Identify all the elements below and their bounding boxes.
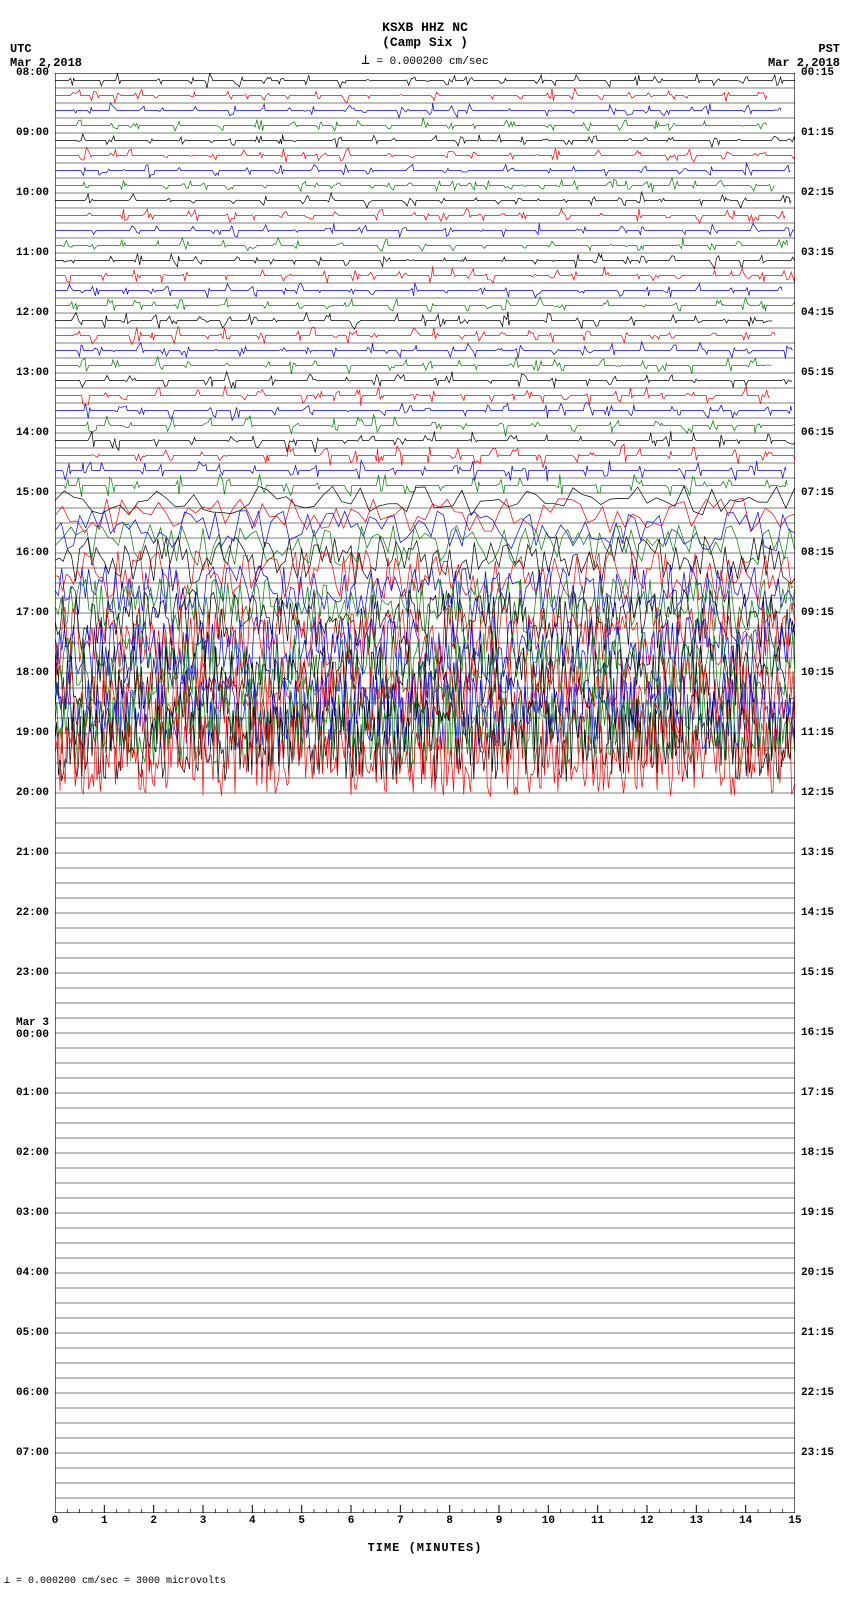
y-label-left: 18:00 [16,667,49,679]
x-tick-label: 4 [249,1515,256,1527]
x-tick-label: 3 [200,1515,207,1527]
y-label-right: 12:15 [801,787,834,799]
x-tick-label: 2 [150,1515,157,1527]
y-label-right: 13:15 [801,847,834,859]
y-label-left: Mar 300:00 [16,1017,49,1041]
y-label-right: 08:15 [801,547,834,559]
x-tick-label: 1 [101,1515,108,1527]
y-label-left: 11:00 [16,247,49,259]
y-label-left: 09:00 [16,127,49,139]
y-label-left: 04:00 [16,1267,49,1279]
x-axis-title: TIME (MINUTES) [0,1541,850,1555]
y-label-left: 22:00 [16,907,49,919]
x-tick-label: 6 [348,1515,355,1527]
y-label-left: 14:00 [16,427,49,439]
x-tick-label: 8 [446,1515,453,1527]
seismogram-plot: 08:0009:0010:0011:0012:0013:0014:0015:00… [55,73,795,1513]
y-label-right: 22:15 [801,1387,834,1399]
y-label-right: 19:15 [801,1207,834,1219]
y-label-left: 17:00 [16,607,49,619]
y-label-right: 11:15 [801,727,834,739]
scale-indicator: ⟂ = 0.000200 cm/sec [0,52,850,69]
y-label-left: 19:00 [16,727,49,739]
seismogram-svg [55,73,795,1513]
y-label-right: 05:15 [801,367,834,379]
y-label-left: 20:00 [16,787,49,799]
y-label-right: 17:15 [801,1087,834,1099]
y-label-left: 02:00 [16,1147,49,1159]
x-tick-label: 0 [52,1515,59,1527]
title-line-2: (Camp Six ) [0,35,850,50]
y-label-right: 15:15 [801,967,834,979]
y-label-right: 07:15 [801,487,834,499]
tz-right: PST Mar 2,2018 [768,42,840,70]
y-label-left: 07:00 [16,1447,49,1459]
y-label-left: 01:00 [16,1087,49,1099]
x-tick-label: 10 [542,1515,555,1527]
y-label-right: 01:15 [801,127,834,139]
y-label-left: 08:00 [16,67,49,79]
y-label-left: 10:00 [16,187,49,199]
y-label-left: 23:00 [16,967,49,979]
x-tick-label: 5 [298,1515,305,1527]
y-label-left: 03:00 [16,1207,49,1219]
y-label-right: 21:15 [801,1327,834,1339]
y-label-right: 03:15 [801,247,834,259]
x-tick-label: 13 [690,1515,703,1527]
x-tick-label: 12 [640,1515,653,1527]
y-label-left: 15:00 [16,487,49,499]
x-axis-labels: 0123456789101112131415 [55,1513,795,1541]
footer-scale: ⊥ = 0.000200 cm/sec = 3000 microvolts [0,1555,850,1595]
x-tick-label: 14 [739,1515,752,1527]
tz-left-label: UTC [10,42,82,56]
x-tick-label: 15 [788,1515,801,1527]
y-label-right: 02:15 [801,187,834,199]
tz-right-label: PST [768,42,840,56]
y-label-right: 06:15 [801,427,834,439]
y-label-right: 20:15 [801,1267,834,1279]
y-label-left: 05:00 [16,1327,49,1339]
y-label-right: 09:15 [801,607,834,619]
y-label-left: 06:00 [16,1387,49,1399]
y-label-left: 16:00 [16,547,49,559]
tz-left: UTC Mar 2,2018 [10,42,82,70]
x-tick-label: 11 [591,1515,604,1527]
scale-text: = 0.000200 cm/sec [376,56,488,68]
y-label-left: 21:00 [16,847,49,859]
y-label-right: 18:15 [801,1147,834,1159]
page: KSXB HHZ NC (Camp Six ) UTC Mar 2,2018 P… [0,0,850,1595]
title-line-1: KSXB HHZ NC [0,20,850,35]
y-label-right: 00:15 [801,67,834,79]
y-label-right: 23:15 [801,1447,834,1459]
x-tick-label: 7 [397,1515,404,1527]
y-label-right: 10:15 [801,667,834,679]
x-tick-label: 9 [496,1515,503,1527]
y-label-right: 04:15 [801,307,834,319]
y-label-left: 12:00 [16,307,49,319]
y-label-right: 14:15 [801,907,834,919]
y-label-left: 13:00 [16,367,49,379]
y-label-right: 16:15 [801,1027,834,1039]
chart-title: KSXB HHZ NC (Camp Six ) [0,0,850,50]
